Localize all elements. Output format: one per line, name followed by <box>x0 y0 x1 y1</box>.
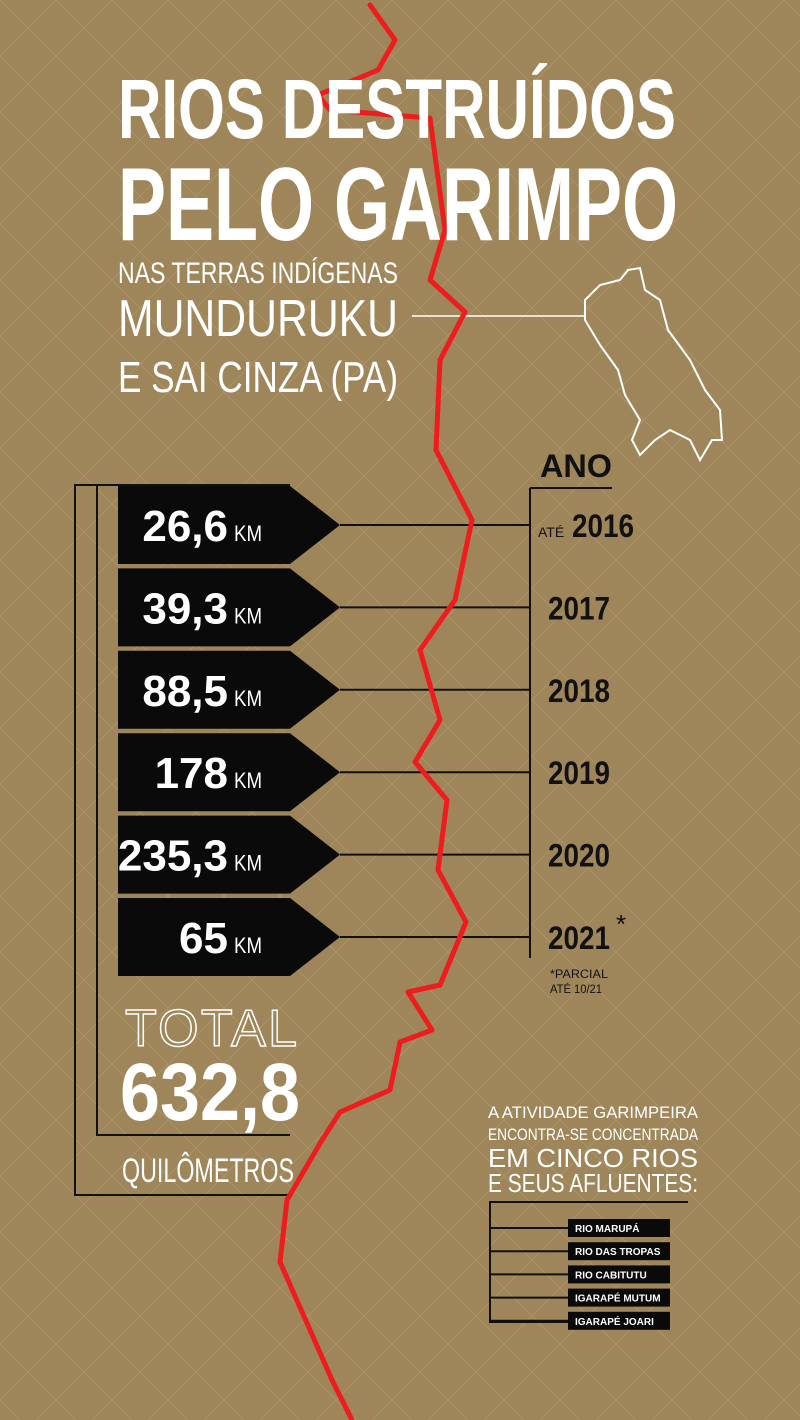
river-tag <box>568 1311 670 1330</box>
year-heading: ANO <box>540 448 612 484</box>
river <box>277 2 475 1420</box>
year: 2020 <box>548 838 610 874</box>
total-label: TOTAL <box>125 1000 297 1058</box>
row-value: 65 <box>179 914 228 963</box>
river-name: RIO DAS TROPAS <box>575 1247 661 1258</box>
row-value: 26,6 <box>142 502 228 551</box>
row-unit: KM <box>234 686 262 711</box>
river-tag <box>568 1242 670 1261</box>
title-line: PELO GARIMPO <box>118 147 678 263</box>
row-value: 178 <box>155 749 228 798</box>
river-list-bracket <box>489 1201 688 1323</box>
value-tag <box>118 898 340 976</box>
value-tag <box>118 568 340 647</box>
river-name: RIO MARUPÁ <box>575 1222 639 1235</box>
river-list: RIO MARUPÁ RIO DAS TROPAS RIO CABITUTU IGAR… <box>490 1219 670 1330</box>
year: 2018 <box>548 673 610 709</box>
row-unit: KM <box>234 603 262 628</box>
row-unit: KM <box>234 768 262 793</box>
year: 2016 <box>572 508 634 544</box>
footnote: *PARCIAL <box>550 967 608 981</box>
footnote-mark: * <box>616 909 626 939</box>
total-unit: QUILÔMETROS <box>122 1152 294 1190</box>
subtitle-line: MUNDURUKU <box>118 290 398 348</box>
subtitle-line: NAS TERRAS INDÍGENAS <box>118 257 398 290</box>
river-name: IGARAPÉ JOARI <box>575 1315 654 1328</box>
river-name: IGARAPÉ MUTUM <box>575 1292 661 1305</box>
river-tag <box>568 1219 670 1237</box>
row-value: 235,3 <box>118 832 228 881</box>
row-unit: KM <box>234 933 262 958</box>
title-line: RIOS DESTRUÍDOS <box>118 62 676 156</box>
value-tag <box>118 650 340 729</box>
total-value: 632,8 <box>120 1047 300 1138</box>
row-value: 88,5 <box>142 667 228 716</box>
year: 2019 <box>548 755 610 791</box>
value-tag <box>118 733 340 812</box>
row-unit: KM <box>234 851 262 876</box>
footnote: ATÉ 10/21 <box>550 981 602 996</box>
inner-bracket <box>96 484 290 1136</box>
year: 2021 <box>548 920 610 956</box>
subtitle-line: E SAI CINZA (PA) <box>118 353 398 402</box>
river-name: RIO CABITUTU <box>575 1270 647 1281</box>
note-line: A ATIVIDADE GARIMPEIRA <box>488 1103 699 1122</box>
year-prefix: ATÉ <box>538 524 564 540</box>
value-tag <box>118 486 340 564</box>
note-line: EM CINCO RIOS <box>488 1143 698 1173</box>
note-line: E SEUS AFLUENTES: <box>488 1168 698 1198</box>
river-tag <box>568 1288 670 1307</box>
row-value: 39,3 <box>142 584 228 633</box>
note-line: ENCONTRA-SE CONCENTRADA <box>488 1125 699 1144</box>
year: 2017 <box>548 590 610 626</box>
outer-bracket <box>74 484 290 1196</box>
river-tag <box>568 1265 670 1284</box>
value-tag <box>118 815 340 894</box>
territory-map <box>584 266 724 463</box>
row-unit: KM <box>234 521 262 546</box>
